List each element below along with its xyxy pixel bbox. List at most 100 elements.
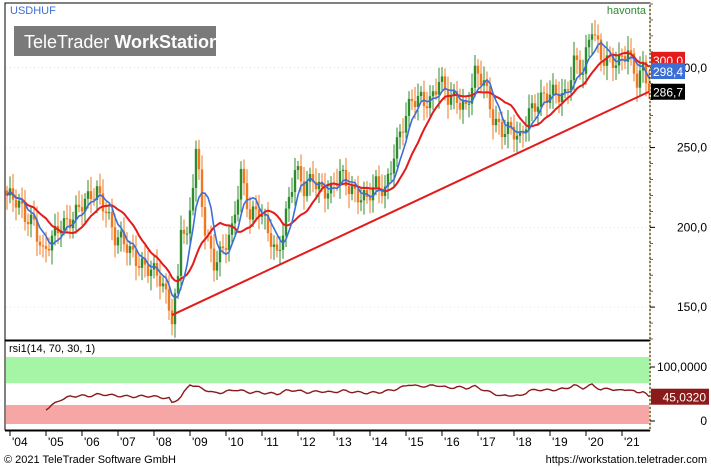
- candle-body: [605, 55, 609, 66]
- candle-body: [314, 182, 318, 190]
- candle-body: [356, 188, 360, 203]
- time-tick-label: '04: [12, 435, 28, 449]
- candle-body: [239, 168, 243, 200]
- candle-body: [599, 39, 603, 60]
- candle-body: [326, 193, 330, 199]
- fast-ma-value-label: 298,4: [653, 65, 683, 79]
- candle-body: [65, 218, 69, 220]
- candle-body: [62, 218, 66, 231]
- candle-body: [413, 101, 417, 108]
- candle-body: [488, 86, 492, 110]
- candle-body: [197, 148, 201, 170]
- candle-body: [170, 310, 174, 325]
- candle-body: [536, 106, 540, 112]
- candle-body: [596, 35, 600, 40]
- candle-body: [263, 214, 267, 216]
- candle-body: [44, 246, 48, 249]
- candle-body: [368, 196, 372, 201]
- candle-body: [257, 209, 261, 217]
- candle-body: [287, 196, 291, 209]
- candle-body: [629, 50, 633, 54]
- time-tick-label: '13: [336, 435, 352, 449]
- candle-body: [194, 148, 198, 188]
- candle-body: [410, 98, 414, 102]
- rsi-tick-label: 100,0000: [657, 360, 707, 374]
- candle-body: [344, 169, 348, 187]
- rsi-tick-label: 0: [700, 414, 707, 428]
- price-tick-label: 250,0: [677, 141, 707, 155]
- rsi-axis: 0 100,0000: [650, 360, 707, 428]
- watermark-text: TeleTrader WorkStation: [24, 32, 220, 52]
- candle-body: [53, 226, 57, 236]
- rsi-value-box: [651, 388, 709, 405]
- candle-body: [638, 70, 642, 88]
- candle-body: [572, 55, 576, 81]
- candle-body: [527, 108, 531, 130]
- candle-body: [467, 103, 471, 105]
- candle-body: [320, 181, 324, 187]
- candle-body: [104, 211, 108, 214]
- candle-body: [551, 84, 555, 95]
- candle-body: [590, 34, 594, 40]
- candle-body: [26, 221, 30, 225]
- rsi-path: [45, 383, 650, 411]
- candle-body: [440, 76, 444, 82]
- price-tick-label: 200,0: [677, 220, 707, 234]
- candle-body: [134, 249, 138, 266]
- candle-body: [626, 50, 630, 62]
- candle-body: [203, 207, 207, 236]
- time-tick-label: '15: [408, 435, 424, 449]
- candle-body: [74, 204, 78, 220]
- candle-body: [251, 206, 255, 220]
- candle-body: [224, 248, 228, 250]
- candle-body: [77, 204, 81, 208]
- candle-body: [392, 158, 396, 174]
- candle-body: [86, 191, 90, 199]
- rsi-oversold-zone: [6, 405, 649, 424]
- candle-body: [266, 214, 270, 234]
- candle-body: [632, 53, 636, 74]
- candle-body: [464, 101, 468, 104]
- candle-body: [473, 65, 477, 88]
- footer-link[interactable]: https://workstation.teletrader.com: [546, 454, 707, 466]
- time-tick-label: '14: [372, 435, 388, 449]
- candle-body: [83, 198, 87, 212]
- candle-body: [398, 131, 402, 138]
- candle-body: [14, 199, 18, 208]
- candle-body: [179, 229, 183, 276]
- rsi-line: 45,0320: [45, 383, 709, 411]
- candle-body: [404, 115, 408, 133]
- candle-body: [407, 98, 411, 116]
- candle-body: [515, 135, 519, 140]
- candle-body: [416, 95, 420, 108]
- candle-body: [431, 91, 435, 97]
- candle-body: [557, 93, 561, 103]
- symbol-label: USDHUF: [10, 5, 56, 17]
- candle-body: [260, 215, 264, 217]
- last-price-label-box: [651, 83, 685, 100]
- candle-body: [164, 283, 168, 290]
- support-trendline: [171, 90, 650, 316]
- time-tick-label: '17: [480, 435, 496, 449]
- candle-body: [506, 121, 510, 135]
- candle-body: [116, 237, 120, 246]
- candle-body: [419, 91, 423, 96]
- candle-body: [212, 248, 216, 271]
- candle-body: [278, 249, 282, 251]
- candle-body: [545, 93, 549, 103]
- last-price-label: 286,7: [653, 86, 683, 100]
- candle-body: [455, 91, 459, 103]
- price-panel[interactable]: [4, 2, 651, 341]
- candle-body: [236, 199, 240, 215]
- time-tick-label: '18: [516, 435, 532, 449]
- candle-body: [452, 91, 456, 96]
- moving-averages: [6, 41, 650, 316]
- candle-body: [377, 176, 381, 189]
- candle-body: [32, 214, 36, 220]
- candle-body: [533, 103, 537, 112]
- candle-body: [584, 47, 588, 74]
- candle-body: [422, 91, 426, 107]
- candle-body: [200, 169, 204, 208]
- candle-body: [359, 200, 363, 203]
